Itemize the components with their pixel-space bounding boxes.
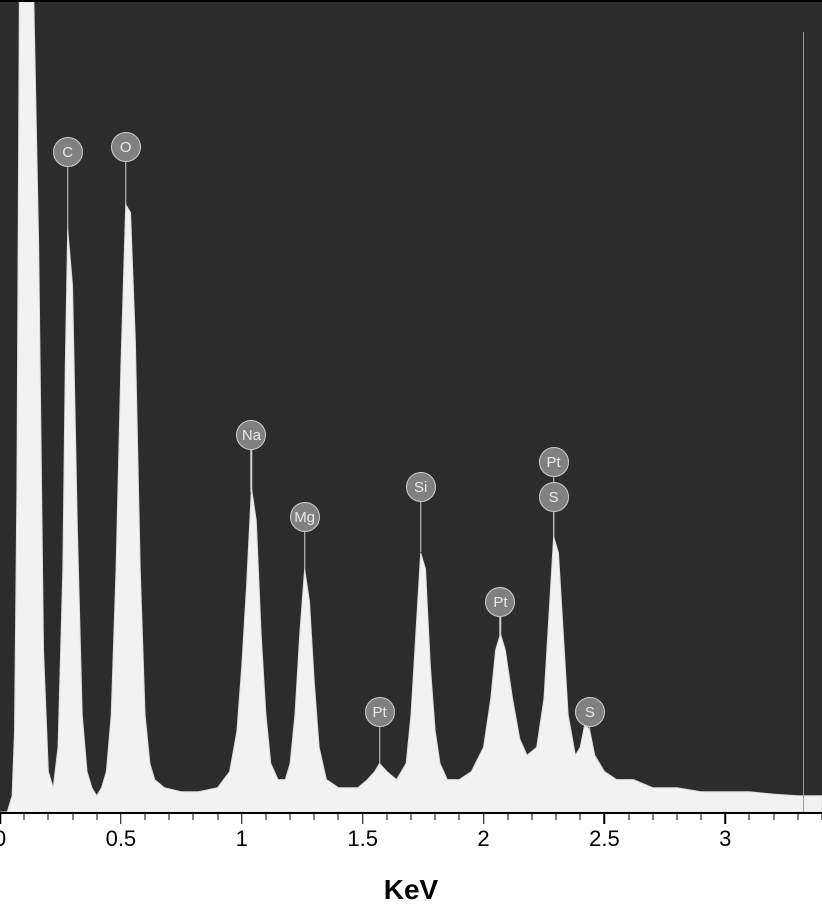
x-tick-minor [96,814,97,820]
x-tick-label: 0 [0,826,6,852]
x-tick-minor [676,814,677,820]
eds-spectrum-chart: CONaMgPtSiPtPtSS 0 0.5 1 1.5 2 2.5 3 KeV [0,0,822,906]
spectrum-path [0,2,822,812]
x-tick-minor [217,814,218,820]
x-tick-major [120,814,122,824]
x-tick-minor [193,814,194,820]
x-tick-label: 1 [236,826,248,852]
x-tick-label: 3 [719,826,731,852]
x-tick-minor [652,814,653,820]
x-tick-minor [265,814,266,820]
x-tick-minor [628,814,629,820]
x-tick-minor [435,814,436,820]
x-tick-minor [338,814,339,820]
x-tick-major [0,814,1,824]
x-tick-minor [701,814,702,820]
x-tick-minor [145,814,146,820]
x-tick-minor [580,814,581,820]
x-tick-minor [386,814,387,820]
x-tick-minor [411,814,412,820]
x-tick-label: 2.5 [589,826,620,852]
x-tick-minor [169,814,170,820]
x-tick-minor [556,814,557,820]
x-tick-major [241,814,243,824]
x-tick-minor [773,814,774,820]
x-tick-minor [459,814,460,820]
x-tick-major [604,814,606,824]
x-tick-label: 0.5 [106,826,137,852]
x-tick-label: 2 [477,826,489,852]
x-axis-title: KeV [0,874,822,906]
x-tick-minor [290,814,291,820]
x-tick-minor [314,814,315,820]
x-axis: 0 0.5 1 1.5 2 2.5 3 [0,812,822,874]
x-tick-minor [797,814,798,820]
x-tick-minor [749,814,750,820]
x-tick-major [483,814,485,824]
x-tick-minor [531,814,532,820]
right-boundary-line [803,32,805,812]
x-tick-label: 1.5 [347,826,378,852]
x-tick-minor [507,814,508,820]
plot-area: CONaMgPtSiPtPtSS [0,0,822,812]
x-tick-major [362,814,364,824]
x-tick-minor [72,814,73,820]
x-tick-minor [48,814,49,820]
x-tick-minor [24,814,25,820]
x-tick-major [725,814,727,824]
